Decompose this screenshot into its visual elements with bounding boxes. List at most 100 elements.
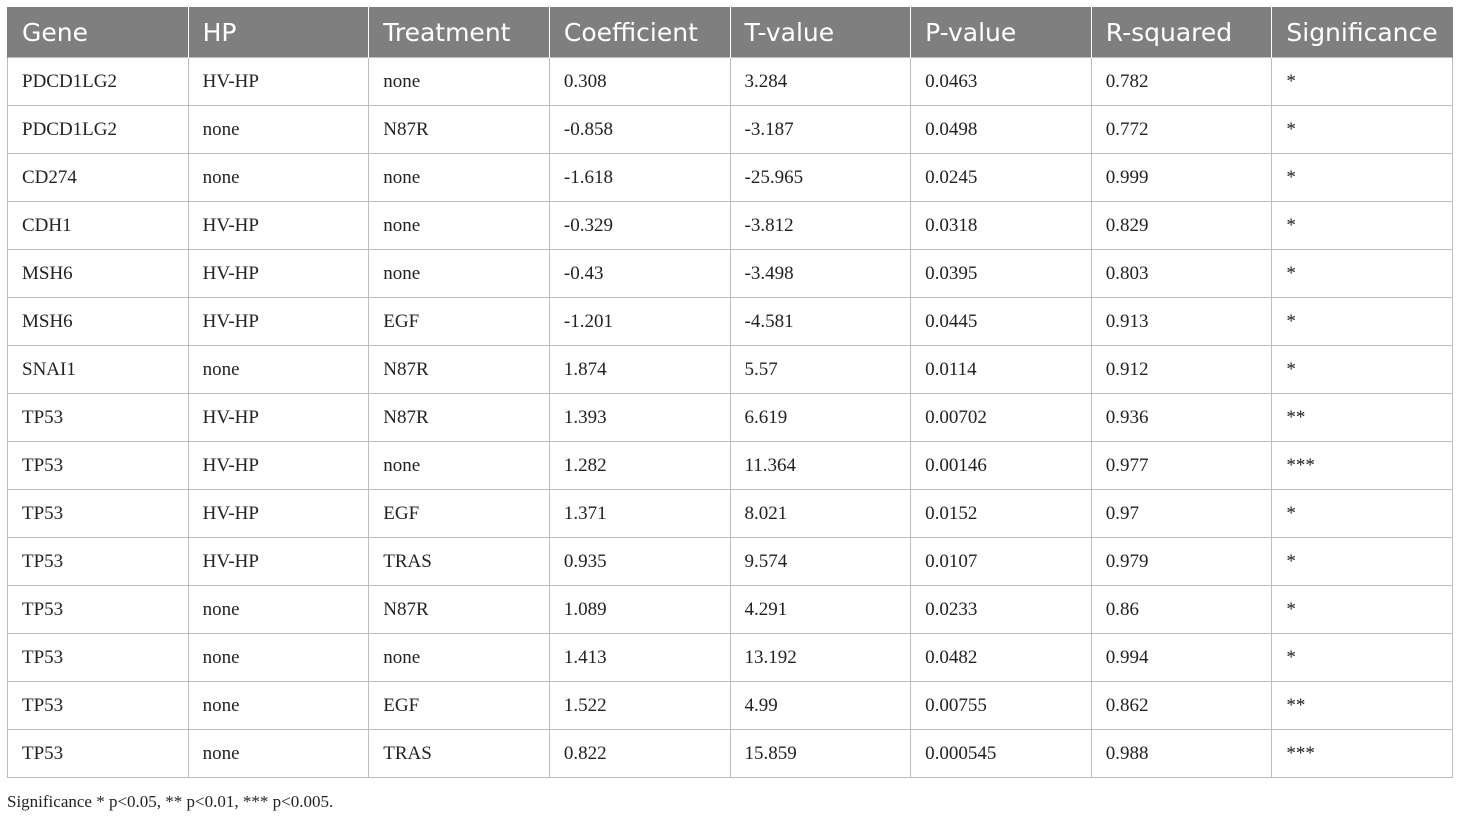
cell-p-value: 0.00755: [910, 681, 1092, 730]
cell-treatment: N87R: [368, 585, 550, 634]
cell-treatment: N87R: [368, 105, 550, 154]
cell-treatment: EGF: [368, 297, 550, 346]
table-body: PDCD1LG2 HV-HP none 0.308 3.284 0.0463 0.782 * P…: [7, 57, 1453, 778]
cell-gene: TP53: [7, 441, 189, 490]
cell-t-value: 4.291: [729, 585, 912, 634]
table-row: CDH1 HV-HP none -0.329 -3.812 0.0318 0.829 *: [7, 201, 1453, 250]
cell-t-value: 15.859: [729, 729, 912, 778]
cell-significance: *: [1271, 249, 1453, 298]
table-row: CD274 none none -1.618 -25.965 0.0245 0.999 *: [7, 153, 1453, 202]
cell-t-value: -3.498: [729, 249, 912, 298]
cell-coefficient: -0.43: [548, 249, 731, 298]
table-row: PDCD1LG2 none N87R -0.858 -3.187 0.0498 0.772 *: [7, 105, 1453, 154]
cell-p-value: 0.0245: [910, 153, 1092, 202]
cell-coefficient: 0.935: [548, 537, 731, 586]
cell-t-value: 4.99: [729, 681, 912, 730]
cell-r-squared: 0.782: [1090, 57, 1273, 106]
header-row: Gene HP Treatment Coefficient T-value P-…: [7, 7, 1453, 58]
header-significance: Significance: [1271, 7, 1453, 58]
cell-hp: none: [187, 729, 370, 778]
cell-significance: *: [1271, 633, 1453, 682]
cell-gene: MSH6: [7, 297, 189, 346]
table-row: TP53 HV-HP N87R 1.393 6.619 0.00702 0.936 **: [7, 393, 1453, 442]
table-footnote: Significance * p<0.05, ** p<0.01, *** p<…: [7, 792, 334, 811]
cell-significance: **: [1271, 681, 1453, 730]
cell-r-squared: 0.994: [1090, 633, 1273, 682]
cell-hp: HV-HP: [187, 393, 370, 442]
cell-treatment: none: [368, 249, 550, 298]
header-t-value: T-value: [729, 7, 912, 58]
cell-significance: **: [1271, 393, 1453, 442]
cell-t-value: 8.021: [729, 489, 912, 538]
header-coefficient: Coefficient: [548, 7, 731, 58]
cell-r-squared: 0.988: [1090, 729, 1273, 778]
cell-t-value: 6.619: [729, 393, 912, 442]
cell-significance: *: [1271, 153, 1453, 202]
cell-p-value: 0.0114: [910, 345, 1092, 394]
cell-significance: *: [1271, 345, 1453, 394]
header-r-squared: R-squared: [1090, 7, 1273, 58]
cell-gene: TP53: [7, 729, 189, 778]
cell-hp: none: [187, 585, 370, 634]
cell-hp: none: [187, 345, 370, 394]
cell-gene: SNAI1: [7, 345, 189, 394]
table-row: SNAI1 none N87R 1.874 5.57 0.0114 0.912 *: [7, 345, 1453, 394]
table-row: TP53 none EGF 1.522 4.99 0.00755 0.862 **: [7, 681, 1453, 730]
cell-gene: TP53: [7, 681, 189, 730]
cell-coefficient: 0.308: [548, 57, 731, 106]
cell-hp: none: [187, 633, 370, 682]
cell-coefficient: 1.282: [548, 441, 731, 490]
cell-treatment: N87R: [368, 345, 550, 394]
cell-treatment: none: [368, 201, 550, 250]
cell-gene: TP53: [7, 537, 189, 586]
results-table-container: Gene HP Treatment Coefficient T-value P-…: [7, 7, 1453, 778]
cell-r-squared: 0.912: [1090, 345, 1273, 394]
cell-significance: *: [1271, 105, 1453, 154]
cell-t-value: -4.581: [729, 297, 912, 346]
cell-r-squared: 0.936: [1090, 393, 1273, 442]
cell-hp: none: [187, 153, 370, 202]
cell-p-value: 0.000545: [910, 729, 1092, 778]
cell-gene: TP53: [7, 489, 189, 538]
cell-hp: HV-HP: [187, 489, 370, 538]
cell-treatment: EGF: [368, 489, 550, 538]
cell-hp: HV-HP: [187, 249, 370, 298]
cell-p-value: 0.0498: [910, 105, 1092, 154]
cell-significance: *: [1271, 57, 1453, 106]
cell-gene: MSH6: [7, 249, 189, 298]
cell-coefficient: 1.874: [548, 345, 731, 394]
cell-r-squared: 0.772: [1090, 105, 1273, 154]
header-gene: Gene: [7, 7, 189, 58]
cell-coefficient: 1.089: [548, 585, 731, 634]
cell-p-value: 0.0233: [910, 585, 1092, 634]
cell-significance: *: [1271, 537, 1453, 586]
cell-r-squared: 0.999: [1090, 153, 1273, 202]
cell-coefficient: 1.413: [548, 633, 731, 682]
cell-r-squared: 0.86: [1090, 585, 1273, 634]
cell-gene: TP53: [7, 585, 189, 634]
cell-r-squared: 0.862: [1090, 681, 1273, 730]
cell-significance: *: [1271, 297, 1453, 346]
cell-treatment: none: [368, 633, 550, 682]
table-row: TP53 HV-HP EGF 1.371 8.021 0.0152 0.97 *: [7, 489, 1453, 538]
cell-r-squared: 0.977: [1090, 441, 1273, 490]
table-row: TP53 none TRAS 0.822 15.859 0.000545 0.988 ***: [7, 729, 1453, 778]
cell-coefficient: -1.618: [548, 153, 731, 202]
table-row: TP53 HV-HP TRAS 0.935 9.574 0.0107 0.979 *: [7, 537, 1453, 586]
cell-treatment: none: [368, 57, 550, 106]
cell-treatment: none: [368, 153, 550, 202]
cell-t-value: 5.57: [729, 345, 912, 394]
cell-significance: *: [1271, 585, 1453, 634]
cell-r-squared: 0.97: [1090, 489, 1273, 538]
cell-significance: ***: [1271, 729, 1453, 778]
cell-significance: *: [1271, 489, 1453, 538]
cell-p-value: 0.0445: [910, 297, 1092, 346]
table-row: MSH6 HV-HP EGF -1.201 -4.581 0.0445 0.913 *: [7, 297, 1453, 346]
cell-treatment: TRAS: [368, 729, 550, 778]
cell-hp: HV-HP: [187, 297, 370, 346]
cell-p-value: 0.0152: [910, 489, 1092, 538]
cell-significance: ***: [1271, 441, 1453, 490]
cell-r-squared: 0.803: [1090, 249, 1273, 298]
table-row: TP53 HV-HP none 1.282 11.364 0.00146 0.977 ***: [7, 441, 1453, 490]
cell-p-value: 0.0318: [910, 201, 1092, 250]
